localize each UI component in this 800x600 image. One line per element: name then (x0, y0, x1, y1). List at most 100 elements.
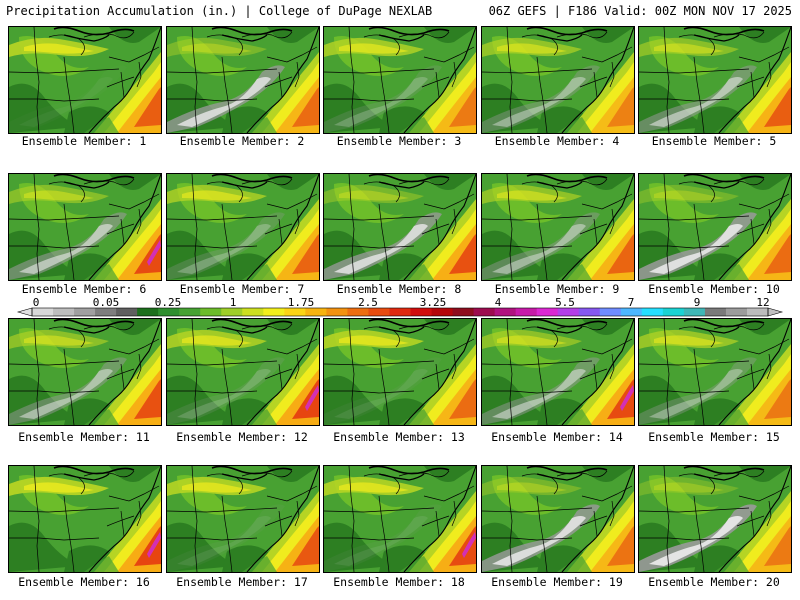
precipitation-map-4 (482, 27, 634, 133)
colorbar-frame (31, 307, 769, 317)
colorbar-swatch (473, 308, 496, 316)
colorbar-swatch (536, 308, 559, 316)
ensemble-member-caption-11: Ensemble Member: 11 (18, 430, 150, 444)
precipitation-map-20 (639, 466, 791, 572)
colorbar-swatch (389, 308, 412, 316)
colorbar-swatch (284, 308, 306, 316)
colorbar-swatch (116, 308, 138, 316)
colorbar-tick-label: 1.75 (287, 296, 315, 309)
colorbar-swatch (683, 308, 706, 316)
precipitation-map-17 (167, 466, 319, 572)
colorbar-swatch (53, 308, 75, 316)
ensemble-member-caption-6: Ensemble Member: 6 (21, 282, 147, 296)
colorbar-swatch (158, 308, 180, 316)
ensemble-member-map-18 (323, 465, 477, 573)
ensemble-member-caption-16: Ensemble Member: 16 (18, 575, 150, 589)
colorbar-swatch (95, 308, 117, 316)
precipitation-map-15 (639, 319, 791, 425)
ensemble-member-caption-19: Ensemble Member: 19 (491, 575, 623, 589)
ensemble-member-caption-13: Ensemble Member: 13 (333, 430, 465, 444)
colorbar-swatch (368, 308, 390, 316)
colorbar-swatch (452, 308, 475, 316)
ensemble-member-map-13 (323, 318, 477, 426)
colorbar-swatch (305, 308, 327, 316)
colorbar-tick-label: 2.5 (358, 296, 378, 309)
ensemble-member-caption-20: Ensemble Member: 20 (648, 575, 780, 589)
colorbar-min-arrow (16, 307, 33, 317)
ensemble-member-map-9 (481, 173, 635, 281)
precipitation-map-6 (9, 174, 161, 280)
colorbar-tick-label: 0.05 (92, 296, 120, 309)
precipitation-map-2 (167, 27, 319, 133)
precipitation-map-11 (9, 319, 161, 425)
colorbar-tick-label: 5.5 (555, 296, 575, 309)
ensemble-member-caption-7: Ensemble Member: 7 (179, 282, 305, 296)
precipitation-map-1 (9, 27, 161, 133)
precipitation-colorbar (16, 307, 784, 317)
ensemble-member-map-19 (481, 465, 635, 573)
colorbar-tick-label: 7 (627, 296, 635, 309)
colorbar-swatch (347, 308, 369, 316)
ensemble-member-caption-8: Ensemble Member: 8 (336, 282, 462, 296)
ensemble-member-map-1 (8, 26, 162, 134)
ensemble-member-caption-9: Ensemble Member: 9 (494, 282, 620, 296)
ensemble-member-map-16 (8, 465, 162, 573)
ensemble-member-map-2 (166, 26, 320, 134)
ensemble-member-caption-3: Ensemble Member: 3 (336, 134, 462, 148)
colorbar-swatch (746, 308, 769, 316)
precipitation-map-16 (9, 466, 161, 572)
ensemble-member-caption-2: Ensemble Member: 2 (179, 134, 305, 148)
ensemble-member-map-5 (638, 26, 792, 134)
ensemble-member-map-7 (166, 173, 320, 281)
precipitation-map-3 (324, 27, 476, 133)
colorbar-swatch (620, 308, 643, 316)
page-title: Precipitation Accumulation (in.) | Colle… (6, 4, 433, 18)
ensemble-member-caption-5: Ensemble Member: 5 (651, 134, 777, 148)
ensemble-member-caption-10: Ensemble Member: 10 (648, 282, 780, 296)
precipitation-map-7 (167, 174, 319, 280)
colorbar-swatch (662, 308, 685, 316)
colorbar-swatch (32, 308, 54, 316)
precipitation-map-5 (639, 27, 791, 133)
colorbar-swatch (221, 308, 243, 316)
ensemble-member-map-17 (166, 465, 320, 573)
precipitation-map-14 (482, 319, 634, 425)
ensemble-member-caption-18: Ensemble Member: 18 (333, 575, 465, 589)
model-run-info: 06Z GEFS | F186 Valid: 00Z MON NOV 17 20… (488, 4, 792, 18)
ensemble-member-map-6 (8, 173, 162, 281)
colorbar-swatch (137, 308, 159, 316)
ensemble-member-map-14 (481, 318, 635, 426)
colorbar-tick-label: 4 (494, 296, 502, 309)
ensemble-member-map-10 (638, 173, 792, 281)
colorbar-swatch (326, 308, 348, 316)
colorbar-tick-label: 9 (693, 296, 701, 309)
colorbar-swatch (74, 308, 96, 316)
precipitation-map-8 (324, 174, 476, 280)
precipitation-map-13 (324, 319, 476, 425)
colorbar-swatch (179, 308, 201, 316)
colorbar-swatch (431, 308, 454, 316)
colorbar-swatch (410, 308, 433, 316)
ensemble-member-map-4 (481, 26, 635, 134)
colorbar-swatch (557, 308, 580, 316)
colorbar-swatch (704, 308, 727, 316)
ensemble-member-map-15 (638, 318, 792, 426)
colorbar-swatch (242, 308, 264, 316)
precipitation-map-19 (482, 466, 634, 572)
ensemble-member-caption-4: Ensemble Member: 4 (494, 134, 620, 148)
ensemble-member-caption-15: Ensemble Member: 15 (648, 430, 780, 444)
colorbar-swatch (200, 308, 222, 316)
colorbar-swatch (263, 308, 285, 316)
precipitation-map-18 (324, 466, 476, 572)
colorbar-swatch (725, 308, 748, 316)
colorbar-tick-label: 1 (229, 296, 237, 309)
colorbar-tick-label: 0.25 (154, 296, 182, 309)
ensemble-member-caption-12: Ensemble Member: 12 (176, 430, 308, 444)
ensemble-member-map-12 (166, 318, 320, 426)
ensemble-member-caption-14: Ensemble Member: 14 (491, 430, 623, 444)
colorbar-swatch (494, 308, 517, 316)
colorbar-tick-label: 3.25 (419, 296, 447, 309)
ensemble-member-caption-17: Ensemble Member: 17 (176, 575, 308, 589)
precipitation-map-10 (639, 174, 791, 280)
precipitation-map-12 (167, 319, 319, 425)
